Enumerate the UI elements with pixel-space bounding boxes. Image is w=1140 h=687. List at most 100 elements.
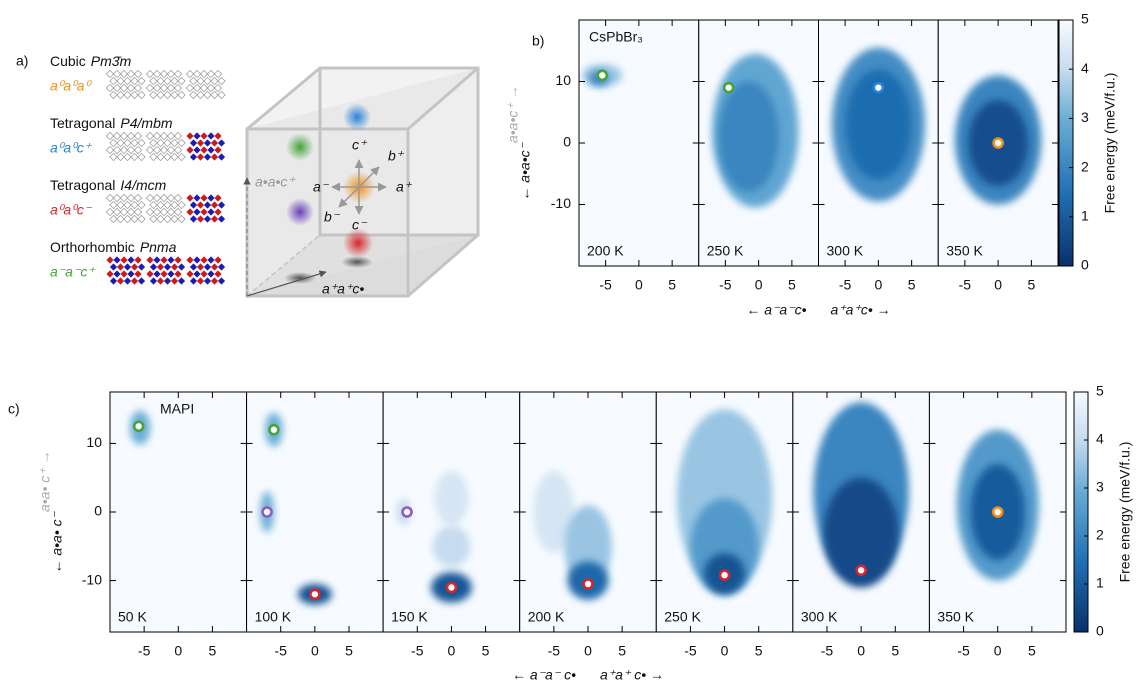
space-group: Pm3̄m <box>91 53 132 69</box>
tilted-tile <box>186 132 226 161</box>
octahedron <box>109 138 118 148</box>
minimum-marker <box>309 588 321 601</box>
octahedron <box>199 83 209 93</box>
colorbar-tick-label: 4 <box>1081 60 1089 76</box>
octahedron <box>123 90 132 100</box>
octahedron <box>170 277 179 285</box>
minimum-marker <box>992 137 1004 149</box>
minimum-marker <box>261 506 273 518</box>
x-tick-label: 5 <box>345 643 353 659</box>
octahedron <box>109 263 118 271</box>
octahedron <box>119 69 129 79</box>
octahedron <box>156 138 165 148</box>
octahedron <box>105 193 115 203</box>
octahedron <box>159 69 169 79</box>
minimum-marker <box>268 423 280 436</box>
octahedron <box>170 90 179 100</box>
octahedron <box>149 200 158 210</box>
temperature-label: 100 K <box>255 609 292 625</box>
cube-side-label: a•a•c⁺ <box>255 174 296 190</box>
phase-name: Cubic Pm3̄m <box>50 53 132 69</box>
octahedron <box>217 201 226 209</box>
octahedron <box>133 83 143 93</box>
octahedron <box>213 83 223 93</box>
octahedron <box>112 207 122 217</box>
octahedron <box>105 207 115 217</box>
octahedron <box>149 90 158 100</box>
colorbar-tick-label: 4 <box>1096 431 1104 447</box>
octahedron <box>203 201 212 209</box>
x-tick-label: 5 <box>1028 643 1036 659</box>
octahedron <box>156 277 165 285</box>
colorbar-tick-label: 1 <box>1081 208 1089 224</box>
octahedron <box>200 208 208 216</box>
minimum-marker <box>718 569 731 581</box>
octahedron <box>126 131 136 141</box>
x-tick-label: -5 <box>274 643 287 659</box>
octahedron <box>206 83 216 93</box>
octahedron <box>177 138 186 148</box>
tilted-tile <box>106 256 146 285</box>
octahedron <box>130 138 139 148</box>
temperature-label: 200 K <box>528 609 565 625</box>
y-tick-label: 10 <box>555 72 571 88</box>
octahedron <box>163 138 172 148</box>
octahedron <box>210 263 219 271</box>
x-tick-label: 0 <box>994 277 1002 293</box>
octahedron <box>126 207 136 217</box>
colorbar-tick-label: 0 <box>1096 623 1104 639</box>
octahedron <box>186 270 194 278</box>
octahedron <box>203 215 212 223</box>
octahedron <box>133 145 143 155</box>
y-tick-label: 0 <box>94 503 102 519</box>
x-tick-label: 0 <box>857 643 865 659</box>
octahedron <box>133 193 143 203</box>
octahedron <box>119 131 129 141</box>
octahedron <box>203 263 212 271</box>
octahedron <box>217 153 226 161</box>
cube-axis-label: b⁻ <box>324 209 341 225</box>
x-tick-label: 0 <box>174 643 182 659</box>
octahedron <box>199 69 209 79</box>
octahedron <box>177 277 186 285</box>
tilt-notation: a⁰a⁰c⁻ <box>50 202 93 218</box>
octahedron <box>186 146 194 154</box>
octahedron <box>137 138 146 148</box>
octahedron <box>130 152 139 162</box>
octahedron <box>126 83 136 93</box>
octahedron <box>156 263 165 271</box>
octahedron <box>207 132 215 140</box>
space-group: P4/mbm <box>120 115 172 131</box>
energy-region <box>823 477 899 588</box>
octahedron <box>214 146 222 154</box>
x-tick-label: 0 <box>311 643 319 659</box>
octahedron <box>130 90 139 100</box>
octahedron <box>109 214 118 224</box>
octahedron <box>123 263 132 271</box>
octahedron <box>189 90 198 100</box>
octahedron <box>152 193 162 203</box>
octahedron <box>214 256 222 264</box>
octahedron <box>109 152 118 162</box>
octahedron <box>207 194 215 202</box>
octahedron <box>123 200 132 210</box>
octahedron <box>152 145 162 155</box>
octahedron <box>152 131 162 141</box>
octahedron <box>146 270 154 278</box>
octahedron <box>137 214 146 224</box>
colorbar-tick-label: 2 <box>1081 158 1089 174</box>
octahedron <box>207 146 215 154</box>
energy-region <box>533 470 575 554</box>
octahedron <box>137 76 146 86</box>
octahedron <box>149 277 158 285</box>
octahedron <box>214 270 222 278</box>
x-tick-label: -5 <box>959 277 972 293</box>
octahedron <box>156 152 165 162</box>
octahedron <box>185 83 195 93</box>
colorbar <box>1058 19 1074 267</box>
octahedron <box>193 132 201 140</box>
x-tick-label: -5 <box>684 643 697 659</box>
octahedron <box>189 263 198 271</box>
octahedron <box>200 132 208 140</box>
octahedron <box>126 145 136 155</box>
